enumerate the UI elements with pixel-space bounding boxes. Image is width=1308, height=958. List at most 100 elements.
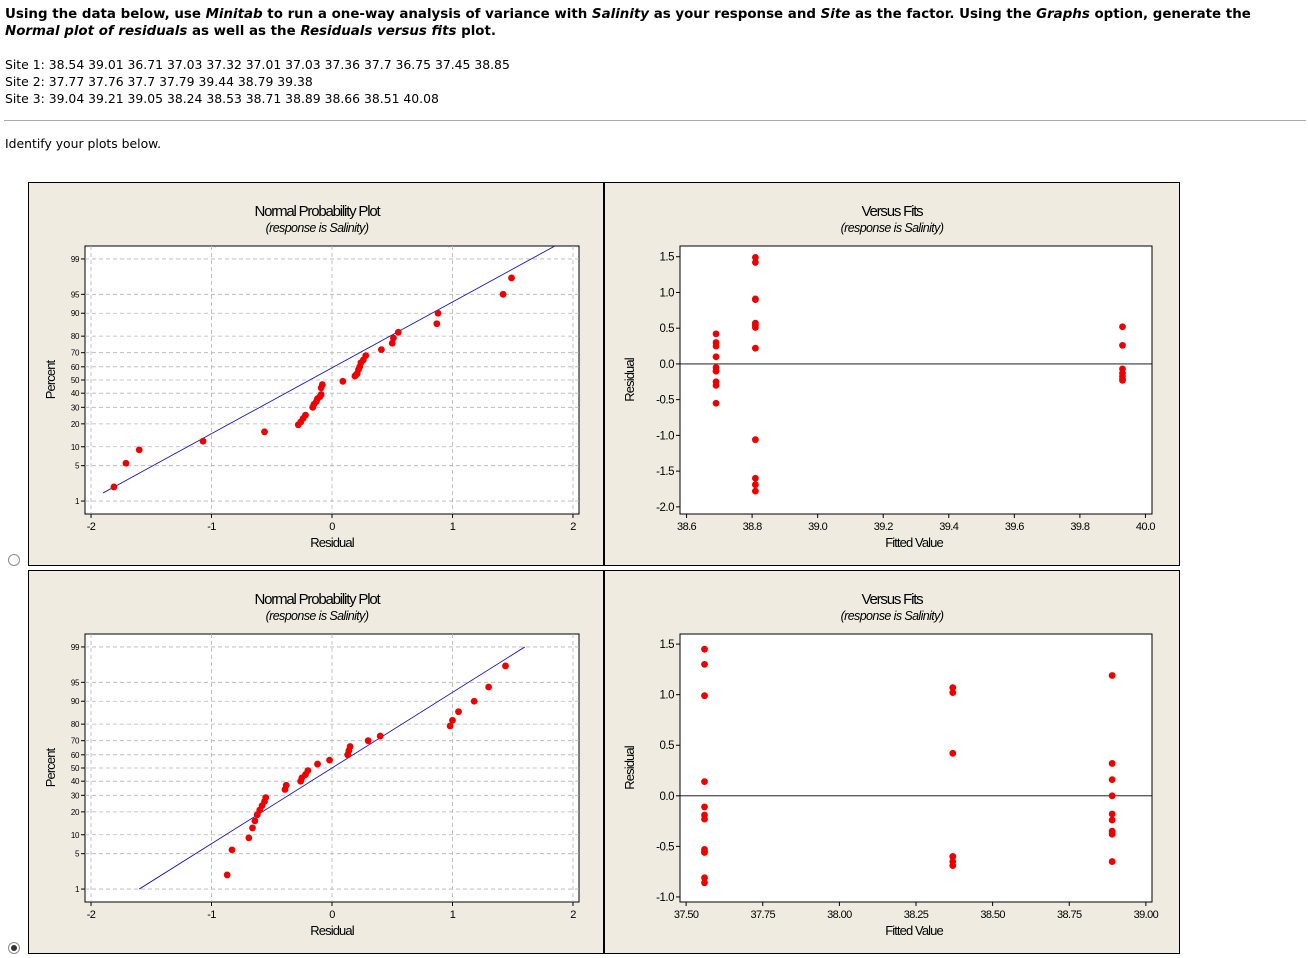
y-tick-label: 30	[71, 403, 80, 412]
y-tick-label: 90	[71, 697, 80, 706]
normal-probability-panel: Normal Probability Plot(response is Sali…	[28, 182, 604, 566]
chart-subtitle: (response is Salinity)	[266, 221, 369, 235]
chart-title: Normal Probability Plot	[255, 591, 382, 608]
data-point	[701, 803, 708, 811]
y-tick-label: 60	[71, 363, 80, 372]
instruction-text: Identify your plots below.	[5, 136, 162, 151]
data-point	[1108, 810, 1116, 818]
y-axis-label: Residual	[622, 357, 637, 401]
data-point	[455, 708, 462, 716]
chart-title: Versus Fits	[862, 591, 924, 608]
data-point	[751, 344, 759, 352]
data-point	[362, 352, 370, 360]
y-tick-label: 30	[71, 791, 80, 800]
data-point	[1119, 376, 1126, 384]
plot-area	[679, 633, 1153, 903]
y-tick-label: 1.5	[660, 639, 675, 651]
data-point	[701, 879, 708, 887]
y-tick-label: 40	[71, 389, 80, 398]
plot-image-option-1: Normal Probability Plot(response is Sali…	[28, 182, 1180, 566]
data-listing: Site 1: 38.54 39.01 36.71 37.03 37.32 37…	[5, 56, 510, 107]
data-point	[1119, 341, 1126, 349]
data-point	[701, 815, 708, 823]
x-tick-label: 38.25	[904, 909, 929, 921]
data-point	[712, 381, 720, 389]
data-point	[318, 381, 326, 388]
chart-subtitle: (response is Salinity)	[841, 221, 944, 235]
data-point	[1108, 829, 1116, 837]
option-2-radio[interactable]	[8, 942, 20, 954]
versus-fits-panel: Versus Fits(response is Salinity) 37.50 37…	[604, 570, 1180, 954]
data-point	[712, 353, 720, 361]
x-tick-label: 38.75	[1057, 909, 1082, 921]
data-point	[712, 367, 720, 375]
chart-subtitle: (response is Salinity)	[841, 609, 944, 623]
x-axis-label: Residual	[310, 535, 354, 550]
y-tick-label: 10	[71, 443, 80, 452]
y-tick-label: 70	[71, 737, 80, 746]
data-point	[701, 849, 708, 856]
y-tick-label: -0.5	[656, 841, 674, 853]
y-tick-label: 20	[71, 420, 80, 429]
data-point	[751, 436, 759, 444]
y-tick-label: 5	[75, 850, 80, 859]
data-point	[499, 290, 507, 298]
x-tick-label: -2	[87, 909, 96, 921]
chart-title: Normal Probability Plot	[255, 203, 382, 220]
data-point	[470, 697, 478, 705]
data-point	[388, 339, 396, 347]
data-point	[228, 846, 236, 854]
x-tick-label: 39.6	[1005, 521, 1024, 533]
data-point	[751, 324, 759, 331]
data-point	[751, 259, 759, 266]
data-point	[326, 756, 333, 764]
x-tick-label: 1	[450, 521, 456, 533]
y-tick-label: 1.0	[660, 287, 675, 299]
y-tick-label: 60	[71, 751, 80, 760]
x-tick-label: 39.00	[1134, 909, 1159, 921]
data-point	[949, 684, 957, 691]
x-tick-label: 0	[329, 909, 335, 921]
data-point	[485, 683, 493, 691]
data-point	[502, 662, 509, 670]
y-tick-label: 5	[75, 462, 80, 471]
y-tick-label: 0.0	[660, 791, 675, 803]
x-tick-label: 1	[450, 909, 456, 921]
x-tick-label: 38.50	[980, 909, 1005, 921]
x-tick-label: 40.0	[1136, 521, 1155, 533]
y-tick-label: 95	[71, 290, 80, 299]
data-point	[701, 874, 708, 882]
data-point	[508, 274, 515, 282]
x-axis-label: Fitted Value	[885, 923, 943, 938]
data-point	[339, 377, 347, 385]
y-tick-label: -1.0	[656, 430, 674, 442]
data-point	[302, 411, 309, 419]
x-tick-label: 39.4	[939, 521, 958, 533]
data-point	[433, 320, 441, 328]
question-text: Using the data below, use Minitab to run…	[5, 7, 1251, 39]
x-tick-label: 2	[570, 521, 576, 533]
data-point	[1108, 672, 1116, 679]
x-tick-label: 39.8	[1070, 521, 1089, 533]
x-tick-label: 37.75	[750, 909, 775, 921]
data-point	[314, 760, 321, 768]
data-point	[701, 645, 708, 653]
x-tick-label: 38.00	[827, 909, 852, 921]
data-point	[262, 794, 270, 801]
data-point	[701, 692, 708, 700]
data-point	[282, 781, 290, 789]
option-1-radio[interactable]	[8, 554, 20, 566]
y-tick-label: 0.5	[660, 323, 675, 335]
data-point	[378, 346, 385, 354]
data-point	[1108, 760, 1116, 767]
x-tick-label: 0	[329, 521, 335, 533]
y-axis-label: Residual	[622, 745, 637, 789]
data-point	[261, 428, 268, 436]
x-tick-label: 2	[570, 909, 576, 921]
y-tick-label: 0.5	[660, 740, 675, 752]
site-1-data: Site 1: 38.54 39.01 36.71 37.03 37.32 37…	[5, 57, 510, 72]
data-point	[223, 871, 231, 879]
y-tick-label: 50	[71, 764, 80, 773]
y-tick-label: 20	[71, 808, 80, 817]
data-point	[949, 749, 957, 757]
